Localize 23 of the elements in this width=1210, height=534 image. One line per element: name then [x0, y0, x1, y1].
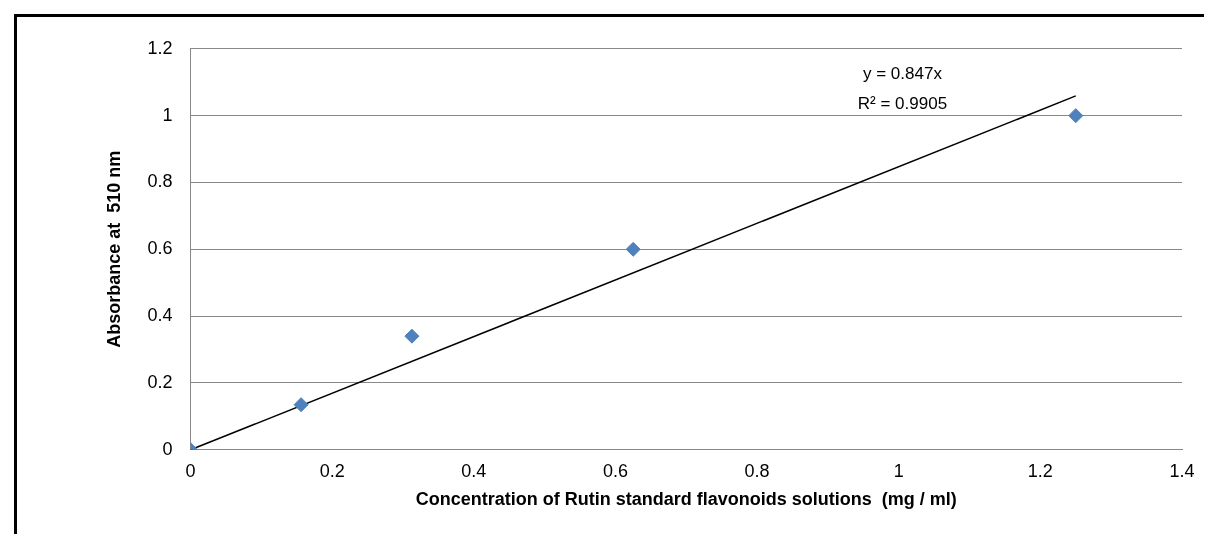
x-axis-title: Concentration of Rutin standard flavonoids solutions (mg / ml)	[415, 489, 957, 510]
x-tick-label: 0.8	[744, 460, 770, 481]
y-axis-title: Absorbance at 510 nm	[103, 150, 124, 348]
x-tick-label: 1	[893, 460, 904, 481]
x-tick-label: 0	[185, 460, 196, 481]
annotation: y = 0.847x	[862, 64, 943, 84]
annotation: R² = 0.9905	[857, 94, 948, 114]
y-tick-label: 0.6	[147, 238, 173, 259]
x-tick-label: 1.2	[1027, 460, 1053, 481]
point	[625, 241, 641, 257]
y-tick-label: 0.4	[147, 305, 173, 326]
x-tick-label: 0.6	[602, 460, 629, 481]
y-tick-label: 0	[162, 438, 173, 459]
y-tick-label: 0.8	[147, 171, 173, 192]
y-tick-label: 1.2	[147, 37, 173, 58]
y-tick-label: 0.2	[147, 371, 173, 392]
point	[404, 328, 420, 344]
x-tick-label: 0.2	[319, 460, 345, 481]
point	[1068, 108, 1084, 124]
x-tick-label: 1.4	[1169, 460, 1195, 481]
point	[293, 397, 309, 413]
x-tick-label: 0.4	[461, 460, 487, 481]
y-tick-label: 1	[162, 104, 173, 125]
